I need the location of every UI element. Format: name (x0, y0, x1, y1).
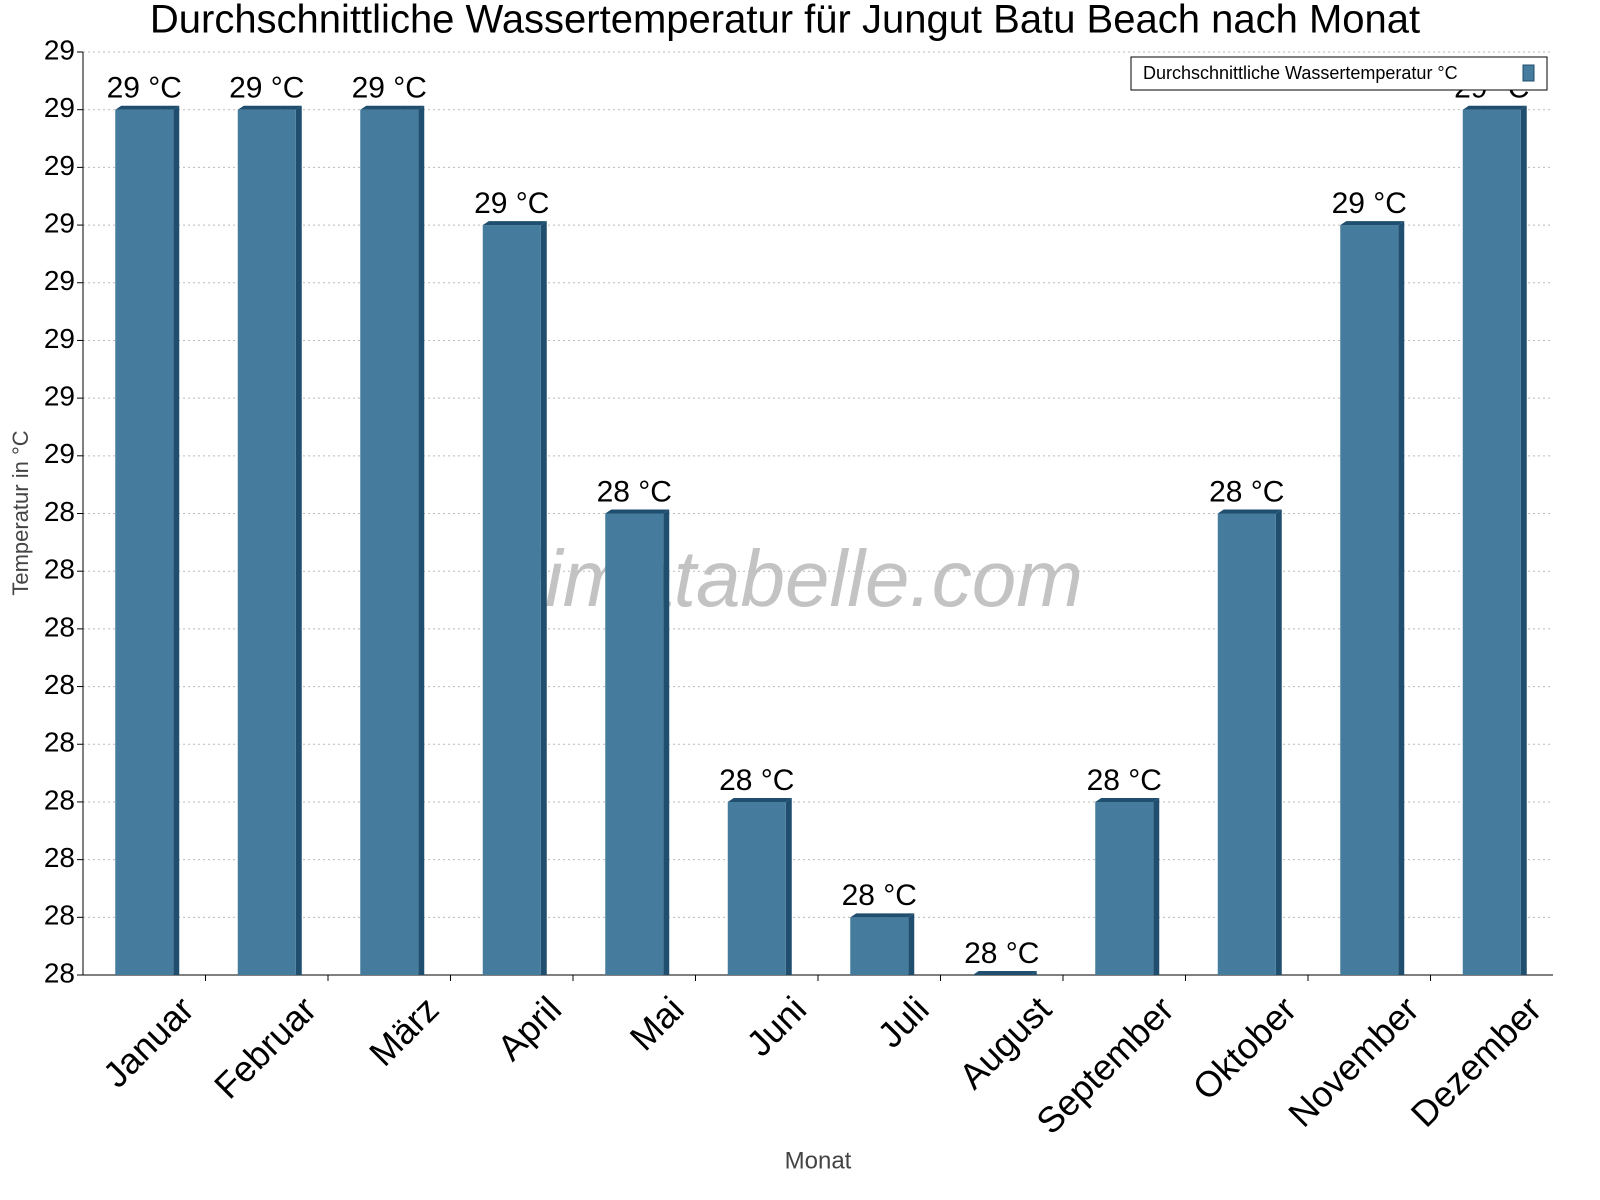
y-tick-label: 29 (44, 381, 75, 412)
chart-title: Durchschnittliche Wassertemperatur für J… (150, 0, 1420, 42)
value-label: 29 °C (1332, 187, 1407, 220)
bar (605, 513, 664, 975)
value-label: 28 °C (1209, 475, 1284, 508)
x-tick-label: März (361, 988, 447, 1074)
bar (1340, 225, 1399, 975)
legend-box (1130, 56, 1548, 91)
y-tick-label: 28 (44, 611, 75, 642)
value-label: 28 °C (1087, 764, 1162, 797)
y-axis-label: Temperatur in °C (8, 430, 33, 595)
bar-side (173, 105, 180, 975)
value-label: 29 °C (107, 72, 182, 105)
y-tick-label: 28 (44, 784, 75, 815)
value-label: 29 °C (474, 187, 549, 220)
bar (237, 109, 296, 975)
bar-side (295, 105, 302, 975)
x-tick-label: August (951, 988, 1059, 1096)
y-tick-label: 29 (44, 207, 75, 238)
watermark: klimatabelle.com (487, 534, 1083, 623)
bar-top (972, 971, 1037, 975)
bar-side (418, 105, 425, 975)
bar-top (850, 913, 915, 918)
x-tick-label: Juni (738, 988, 814, 1064)
legend-swatch (1522, 64, 1535, 82)
value-label: 28 °C (597, 475, 672, 508)
y-tick-label: 28 (44, 842, 75, 873)
y-tick-label: 29 (44, 34, 75, 65)
bar (482, 225, 541, 975)
bar (1095, 801, 1154, 975)
bar (1217, 513, 1276, 975)
bar-side (1275, 509, 1282, 975)
x-tick-label: Dezember (1403, 988, 1549, 1134)
y-tick-label: 28 (44, 957, 75, 988)
value-label: 28 °C (842, 879, 917, 912)
bar-side (1398, 221, 1405, 975)
y-tick-label: 28 (44, 727, 75, 758)
y-tick-label: 29 (44, 438, 75, 469)
y-tick-label: 28 (44, 669, 75, 700)
bar-top (1217, 509, 1282, 514)
bar-top (605, 509, 670, 514)
x-tick-label: November (1280, 988, 1426, 1134)
y-tick-label: 28 (44, 554, 75, 585)
x-tick-label: Oktober (1185, 988, 1305, 1108)
bar (360, 109, 419, 975)
bar-top (237, 105, 302, 110)
bar-top (727, 797, 792, 802)
bar-side (663, 509, 670, 975)
bar (1462, 109, 1521, 975)
bar-top (1340, 221, 1405, 226)
x-tick-label: Februar (206, 988, 324, 1106)
y-tick-label: 29 (44, 92, 75, 123)
legend: Durchschnittliche Wassertemperatur °C (1130, 56, 1548, 91)
bar-top (1462, 105, 1527, 110)
bar (727, 801, 786, 975)
y-tick-label: 29 (44, 150, 75, 181)
y-tick-label: 29 (44, 265, 75, 296)
y-tick-label: 29 (44, 323, 75, 354)
bar (850, 917, 909, 975)
value-label: 28 °C (964, 937, 1039, 970)
bar-top (115, 105, 180, 110)
bar-side (908, 913, 915, 975)
x-axis-label: Monat (785, 1147, 852, 1174)
value-label: 29 °C (229, 72, 304, 105)
bar-side (540, 221, 547, 975)
bar-side (1520, 105, 1527, 975)
value-label: 28 °C (719, 764, 794, 797)
bar (115, 109, 174, 975)
x-tick-label: Mai (622, 988, 692, 1058)
x-tick-label: Januar (95, 988, 202, 1095)
legend-label: Durchschnittliche Wassertemperatur °C (1143, 63, 1458, 83)
value-label: 29 °C (352, 72, 427, 105)
bar-side (1153, 797, 1160, 975)
bar-top (482, 221, 547, 226)
y-tick-label: 28 (44, 900, 75, 931)
bar-top (1095, 797, 1160, 802)
bar-top (360, 105, 425, 110)
bar-side (785, 797, 792, 975)
y-tick-label: 28 (44, 496, 75, 527)
x-tick-label: Juli (869, 988, 936, 1055)
x-tick-label: April (489, 988, 569, 1068)
